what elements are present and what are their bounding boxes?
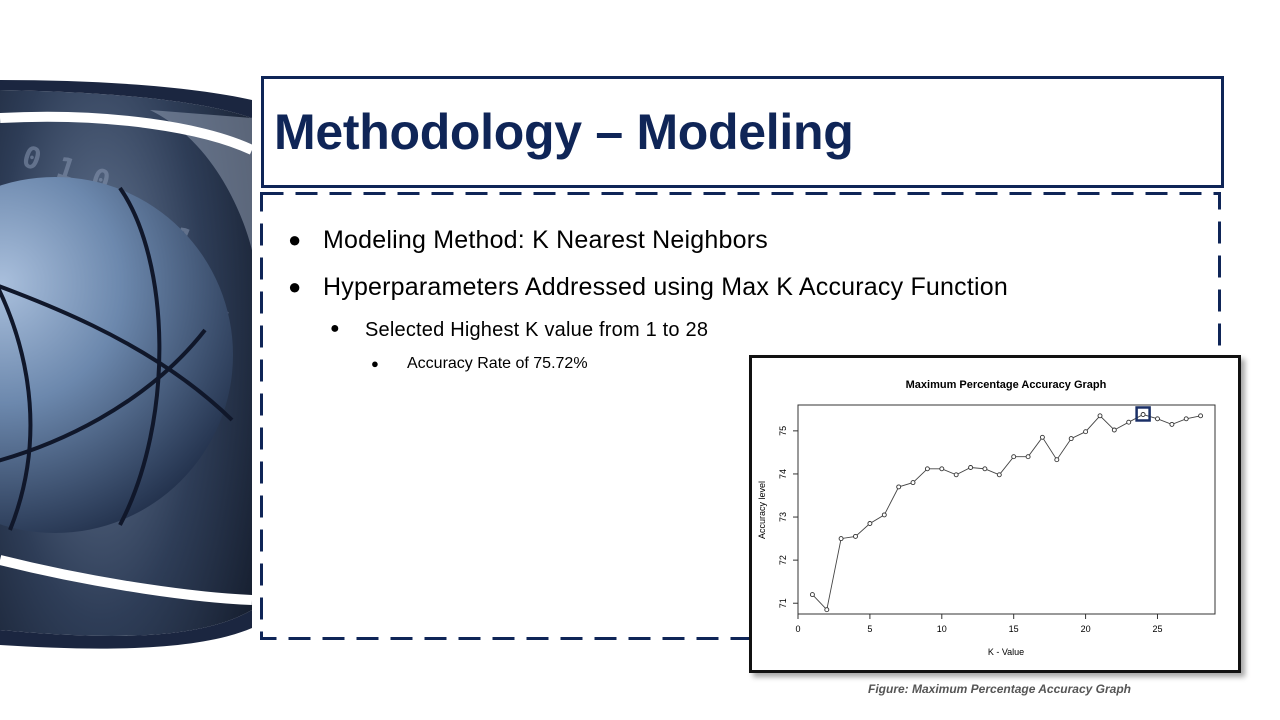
basketball-graphic: 0 1 0 1 0 1 1 0 1 1 — [0, 80, 252, 649]
y-tick-label: 71 — [778, 598, 788, 608]
data-point — [924, 466, 930, 472]
x-tick-label: 25 — [1152, 624, 1162, 634]
bullet-selected-k: ● Selected Highest K value from 1 to 28 — [330, 319, 708, 342]
data-point — [1097, 413, 1103, 419]
x-tick-label: 15 — [1009, 624, 1019, 634]
chart-title: Maximum Percentage Accuracy Graph — [906, 379, 1107, 391]
data-point — [996, 472, 1002, 478]
bullet-modeling-method: ● Modeling Method: K Nearest Neighbors — [288, 226, 768, 255]
content-box — [260, 192, 1221, 640]
data-point — [896, 484, 902, 490]
bullet-dot-icon: ● — [371, 356, 379, 371]
data-point — [838, 536, 844, 542]
data-point — [1025, 454, 1031, 460]
plot-area — [797, 404, 1216, 615]
y-tick-label: 75 — [778, 426, 788, 436]
data-point — [939, 466, 945, 472]
max-accuracy-highlight-box — [1135, 406, 1151, 422]
data-point — [1140, 412, 1146, 417]
data-point — [867, 521, 873, 526]
data-point — [1068, 436, 1074, 442]
data-point — [1083, 429, 1089, 435]
data-point — [1054, 457, 1060, 463]
y-tick-label: 72 — [778, 555, 788, 565]
bullet-text: Modeling Method: K Nearest Neighbors — [323, 226, 768, 254]
data-point — [1011, 454, 1017, 460]
data-point — [1126, 419, 1132, 425]
y-axis-label: Accuracy level — [757, 481, 767, 539]
data-point — [824, 607, 830, 613]
bullet-text: Selected Highest K value from 1 to 28 — [365, 319, 709, 341]
y-tick-label: 74 — [778, 469, 788, 479]
data-point — [1111, 427, 1117, 433]
x-tick-label: 10 — [937, 624, 947, 634]
x-tick-label: 5 — [867, 624, 872, 634]
data-point — [1155, 416, 1160, 422]
bullet-dot-icon: ● — [330, 320, 340, 337]
data-point — [968, 465, 974, 470]
data-point — [881, 512, 887, 518]
data-point — [809, 592, 815, 598]
x-tick-label: 0 — [795, 624, 800, 634]
data-point — [1198, 413, 1204, 419]
data-point — [1039, 434, 1045, 440]
data-point — [853, 533, 858, 539]
y-tick-label: 73 — [778, 512, 788, 522]
figure-caption: Figure: Maximum Percentage Accuracy Grap… — [868, 682, 1131, 696]
x-axis-label: K - Value — [988, 647, 1024, 657]
x-tick-label: 20 — [1081, 624, 1091, 634]
bullet-text: Accuracy Rate of 75.72% — [407, 355, 588, 372]
data-point — [1183, 416, 1189, 422]
bullet-dot-icon: ● — [288, 274, 302, 299]
bullet-text: Hyperparameters Addressed using Max K Ac… — [323, 273, 1008, 301]
bullet-dot-icon: ● — [288, 227, 302, 252]
data-point — [953, 472, 959, 478]
accuracy-series-line — [812, 414, 1201, 611]
slide-title: Methodology – Modeling — [274, 104, 854, 160]
accuracy-chart: Maximum Percentage Accuracy Graph 0 5 10 15… — [757, 379, 1216, 657]
accuracy-chart-frame: Maximum Percentage Accuracy Graph 0 5 10 15… — [749, 355, 1241, 673]
data-point — [910, 480, 916, 486]
title-box: Methodology – Modeling — [261, 76, 1224, 188]
bullet-hyperparameters: ● Hyperparameters Addressed using Max K … — [288, 273, 1008, 302]
bullet-accuracy-rate: ● Accuracy Rate of 75.72% — [371, 355, 588, 373]
data-point — [982, 466, 988, 472]
data-point — [1169, 421, 1175, 427]
